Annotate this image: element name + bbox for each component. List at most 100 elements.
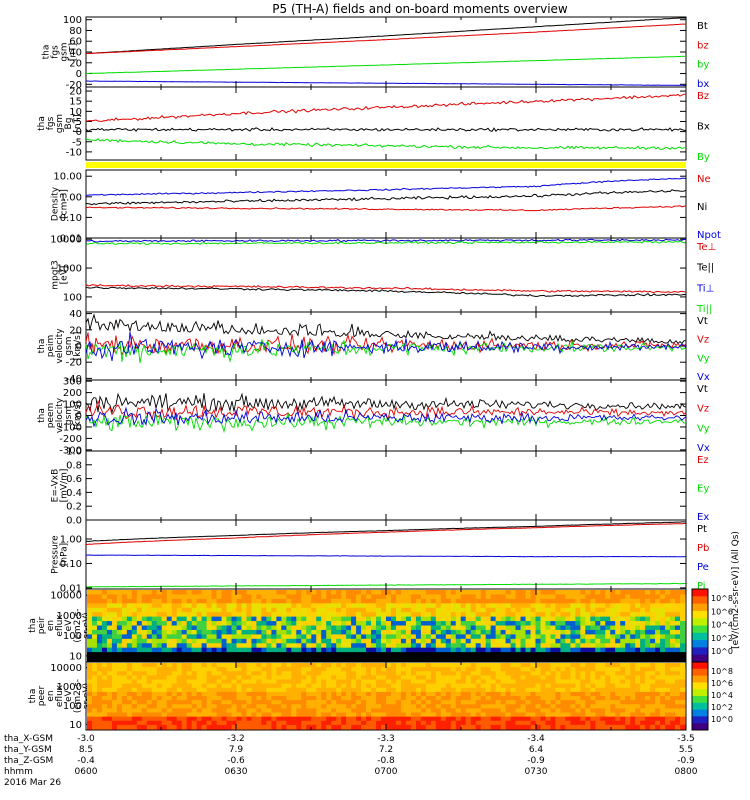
heatmap-cell <box>131 683 138 689</box>
heatmap-cell <box>266 700 272 705</box>
heatmap-cell <box>635 638 641 644</box>
heatmap-cell <box>306 643 312 649</box>
heatmap-cell <box>106 629 113 635</box>
heatmap-cell <box>256 656 263 662</box>
panel-10-ylabel: en <box>46 690 56 701</box>
heatmap-cell <box>465 667 472 672</box>
heatmap-cell <box>655 663 661 668</box>
heatmap-cell <box>470 675 477 681</box>
heatmap-cell <box>261 716 267 722</box>
heatmap-cell <box>341 598 347 604</box>
heatmap-cell <box>510 679 517 685</box>
heatmap-cell <box>655 598 661 604</box>
heatmap-cell <box>331 612 337 618</box>
heatmap-cell <box>156 720 163 726</box>
heatmap-cell <box>326 675 332 681</box>
heatmap-cell <box>405 696 412 701</box>
heatmap-cell <box>136 621 143 627</box>
colorbar-segment <box>692 702 708 711</box>
heatmap-cell <box>540 708 547 714</box>
heatmap-cell <box>580 643 586 649</box>
heatmap-cell <box>395 720 402 726</box>
heatmap-cell <box>455 679 462 685</box>
heatmap-cell <box>306 724 312 730</box>
panel-3-ytick: 1.00 <box>60 192 82 203</box>
panel-8-ytick: 1.00 <box>60 535 82 546</box>
heatmap-cell <box>435 616 442 622</box>
heatmap-cell <box>570 652 576 658</box>
heatmap-cell <box>505 696 512 701</box>
heatmap-cell <box>271 643 277 649</box>
heatmap-cell <box>510 700 517 705</box>
heatmap-cell <box>261 708 267 714</box>
heatmap-cell <box>495 696 502 701</box>
heatmap-cell <box>645 594 651 600</box>
heatmap-cell <box>371 671 377 676</box>
heatmap-cell <box>465 603 472 609</box>
heatmap-cell <box>480 656 487 662</box>
heatmap-cell <box>540 616 547 622</box>
heatmap-cell <box>450 663 457 668</box>
heatmap-cell <box>580 667 586 672</box>
heatmap-cell <box>565 708 571 714</box>
heatmap-cell <box>116 716 123 722</box>
heatmap-cell <box>495 704 502 709</box>
heatmap-cell <box>560 656 566 662</box>
heatmap-cell <box>161 708 168 714</box>
heatmap-cell <box>111 671 118 676</box>
panel-frame-3 <box>85 169 687 239</box>
heatmap-cell <box>415 708 422 714</box>
heatmap-cell <box>291 643 297 649</box>
time-axis-value: 7.2 <box>379 745 393 755</box>
heatmap-cell <box>515 607 522 613</box>
heatmap-cell <box>131 621 138 627</box>
series-line-bz <box>85 93 686 122</box>
heatmap-cell <box>111 704 118 709</box>
heatmap-cell <box>251 704 258 709</box>
heatmap-cell <box>336 590 342 596</box>
heatmap-cell <box>420 625 427 631</box>
heatmap-cell <box>475 667 482 672</box>
heatmap-cell <box>106 647 113 653</box>
heatmap-cell <box>236 594 243 600</box>
heatmap-cell <box>665 594 671 600</box>
heatmap-cell <box>386 643 392 649</box>
heatmap-cell <box>585 603 591 609</box>
heatmap-cell <box>101 638 108 644</box>
heatmap-cell <box>390 679 397 685</box>
heatmap-cell <box>96 704 103 709</box>
heatmap-cell <box>106 656 113 662</box>
heatmap-cell <box>346 607 352 613</box>
heatmap-cell <box>540 704 547 709</box>
heatmap-cell <box>136 625 143 631</box>
heatmap-cell <box>386 634 392 640</box>
heatmap-cell <box>216 663 223 668</box>
heatmap-cell <box>151 696 158 701</box>
heatmap-cell <box>246 638 253 644</box>
heatmap-cell <box>366 634 372 640</box>
heatmap-cell <box>201 652 208 658</box>
heatmap-cell <box>445 647 452 653</box>
heatmap-cell <box>351 625 357 631</box>
heatmap-cell <box>316 638 322 644</box>
heatmap-cell <box>161 712 168 718</box>
heatmap-cell <box>495 590 502 596</box>
heatmap-cell <box>131 625 138 631</box>
heatmap-cell <box>331 712 337 718</box>
heatmap-cell <box>241 625 248 631</box>
heatmap-cell <box>660 598 666 604</box>
heatmap-cell <box>246 675 253 681</box>
heatmap-cell <box>620 704 626 709</box>
heatmap-cell <box>640 598 646 604</box>
heatmap-cell <box>176 708 183 714</box>
colorbar-segment <box>692 723 708 731</box>
heatmap-cell <box>261 629 267 635</box>
heatmap-cell <box>306 708 312 714</box>
heatmap-cell <box>166 679 173 685</box>
heatmap-cell <box>331 621 337 627</box>
heatmap-cell <box>585 621 591 627</box>
heatmap-cell <box>91 634 98 640</box>
heatmap-cell <box>400 598 407 604</box>
heatmap-cell <box>101 716 108 722</box>
heatmap-cell <box>191 704 198 709</box>
